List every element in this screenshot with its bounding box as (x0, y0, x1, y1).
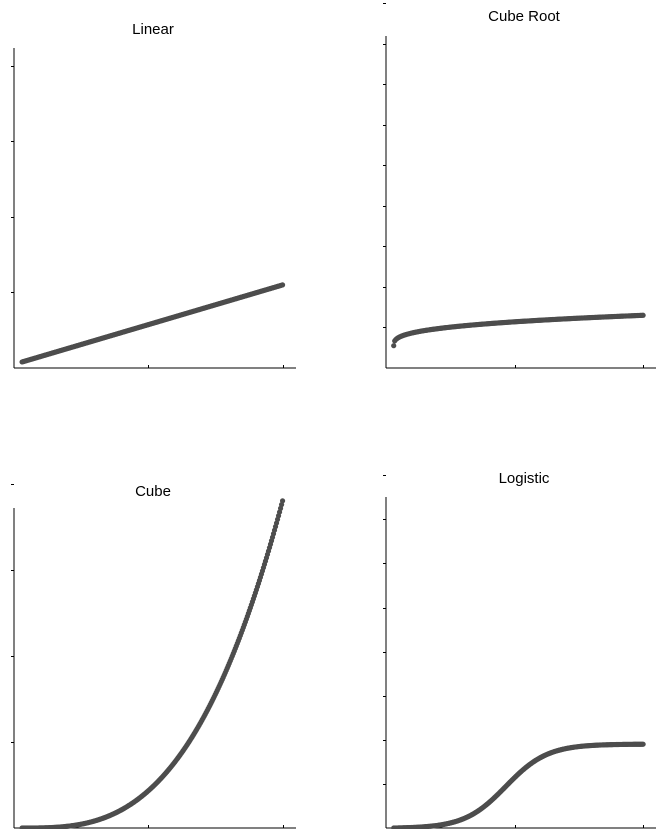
points-cube-root (391, 312, 646, 349)
points-logistic (391, 741, 646, 829)
chart-title-cube: Cube (135, 483, 171, 500)
point-linear-259 (279, 282, 286, 288)
panel-logistic: Logistic (383, 470, 656, 829)
point-cube-root-0 (391, 343, 397, 349)
point-logistic-259 (640, 741, 646, 747)
ticks-logistic (383, 475, 644, 828)
point-cube-root-259 (640, 312, 646, 318)
ticks-cube-root (383, 3, 644, 368)
points-linear (19, 282, 286, 365)
chart-title-linear: Linear (132, 21, 174, 38)
panel-cube: Cube (11, 483, 296, 829)
points-cube (19, 498, 286, 829)
chart-title-logistic: Logistic (499, 470, 550, 487)
ticks-cube (11, 484, 284, 828)
ticks-linear (11, 66, 284, 368)
panel-linear: Linear (11, 21, 296, 369)
panel-cube-root: Cube Root (383, 3, 656, 369)
point-cube-259 (279, 498, 286, 504)
chart-title-cube-root: Cube Root (488, 8, 561, 25)
